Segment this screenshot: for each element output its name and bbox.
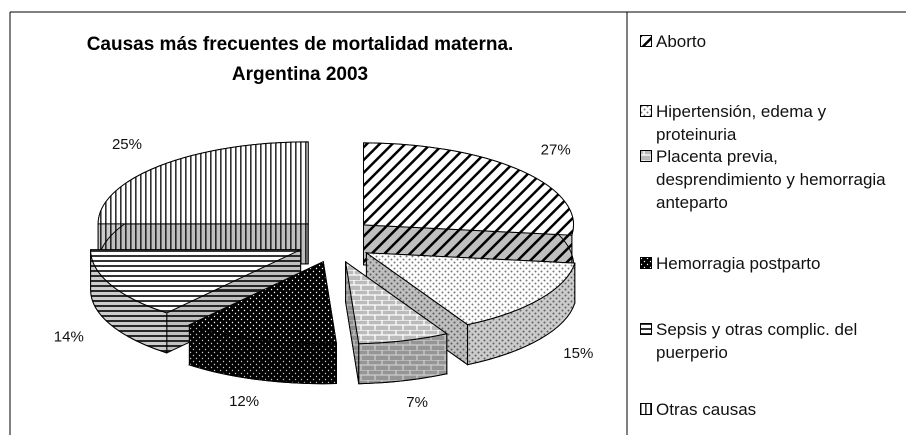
data-label: 27% bbox=[541, 142, 571, 159]
slice-wall-shade bbox=[467, 263, 575, 365]
slice-shade bbox=[345, 261, 359, 384]
data-label: 7% bbox=[406, 394, 428, 411]
swatch-fill bbox=[640, 105, 652, 117]
pie-slice bbox=[364, 251, 576, 366]
legend-label: Otras causas bbox=[656, 400, 757, 419]
chart-title: Causas más frecuentes de mortalidad mate… bbox=[86, 34, 514, 85]
slice-top bbox=[188, 260, 338, 345]
legend-label: Hemorragia postparto bbox=[656, 254, 821, 273]
data-label: 15% bbox=[563, 345, 593, 362]
legend-label: Aborto bbox=[656, 32, 707, 51]
legend-swatch bbox=[640, 257, 652, 269]
swatch-fill bbox=[640, 150, 652, 162]
slice-top bbox=[90, 249, 301, 314]
slice-top bbox=[97, 141, 309, 225]
swatch-fill bbox=[640, 403, 652, 415]
legend-item: Aborto bbox=[640, 30, 900, 53]
pie-slice bbox=[344, 260, 448, 385]
legend-item: Hipertensión, edema y proteinuria bbox=[640, 100, 900, 146]
legend-item: Placenta previa, desprendimiento y hemor… bbox=[640, 145, 900, 214]
legend-swatch bbox=[640, 150, 652, 162]
data-label: 25% bbox=[112, 136, 142, 153]
swatch-fill bbox=[640, 257, 652, 269]
data-label: 14% bbox=[54, 328, 84, 345]
title-box: Causas más frecuentes de mortalidad mate… bbox=[86, 34, 514, 85]
legend-item: Hemorragia postparto bbox=[640, 252, 900, 275]
swatch-fill bbox=[640, 323, 652, 335]
slice-wall-shade bbox=[189, 324, 337, 384]
data-label: 12% bbox=[229, 393, 259, 410]
legend-swatch bbox=[640, 105, 652, 117]
slice-top bbox=[364, 252, 576, 326]
legend-label: Sepsis y otras complic. del puerperio bbox=[656, 320, 858, 362]
slice-wall-shade bbox=[90, 249, 167, 353]
legend-item: Otras causas bbox=[640, 398, 900, 421]
legend-label: Placenta previa, desprendimiento y hemor… bbox=[656, 147, 886, 212]
legend-label: Hipertensión, edema y proteinuria bbox=[656, 102, 827, 144]
pie-slice bbox=[97, 141, 309, 265]
legend-item: Sepsis y otras complic. del puerperio bbox=[640, 318, 900, 364]
legend-swatch bbox=[640, 323, 652, 335]
legend-swatch bbox=[640, 35, 652, 47]
swatch-fill bbox=[640, 35, 652, 47]
pie-slice bbox=[188, 260, 338, 385]
slice-top bbox=[344, 260, 448, 345]
slice-wall-shade bbox=[358, 333, 447, 384]
slice-top bbox=[363, 142, 574, 236]
legend-swatch bbox=[640, 403, 652, 415]
